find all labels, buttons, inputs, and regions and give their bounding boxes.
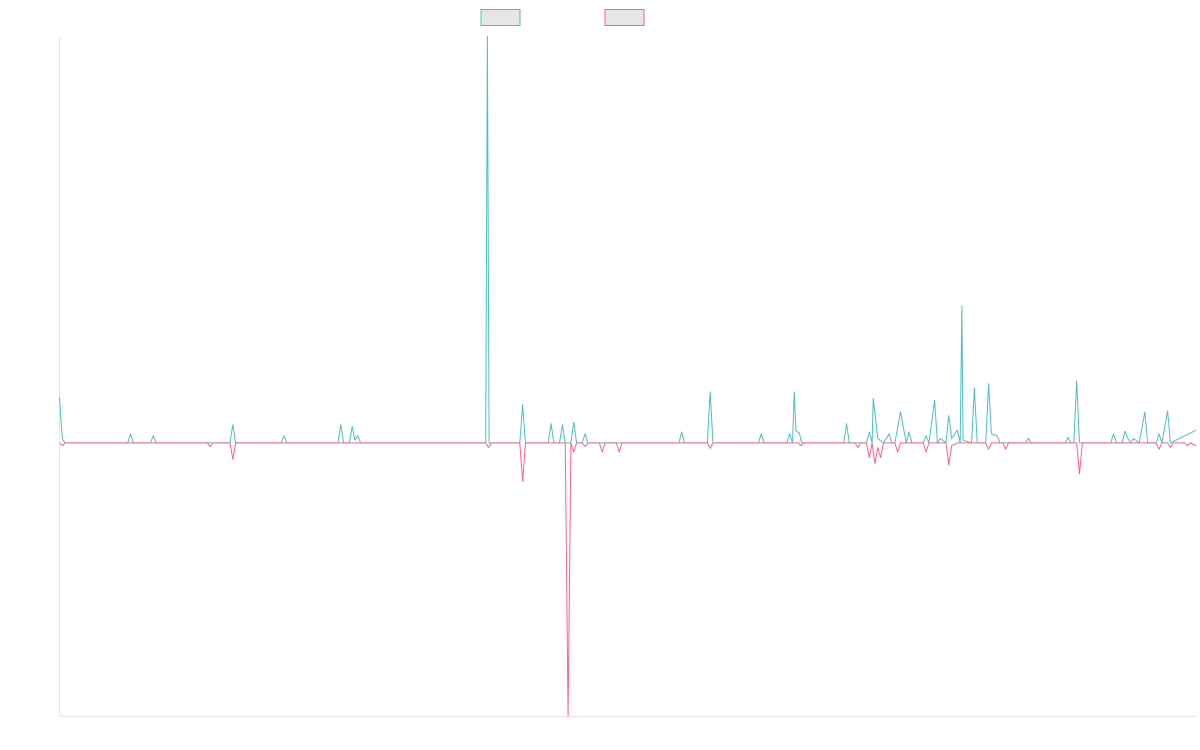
series-layer <box>59 35 1197 717</box>
series-1 <box>59 35 1197 444</box>
series-2 <box>59 442 1197 717</box>
legend-swatch-series-2[interactable] <box>604 9 645 26</box>
legend-swatch-series-1[interactable] <box>480 9 521 26</box>
axes <box>59 36 1196 717</box>
series-2-line <box>59 442 1197 717</box>
legend <box>480 9 645 26</box>
series-1-line <box>59 35 1197 444</box>
